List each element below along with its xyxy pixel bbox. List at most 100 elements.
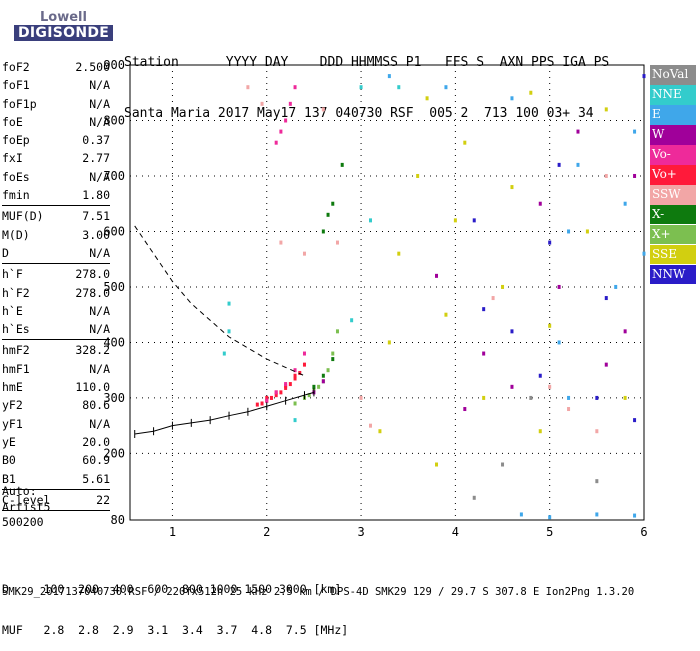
param-value: N/A	[89, 322, 110, 337]
auto-label: Auto:	[2, 484, 37, 498]
data-point-sse	[453, 218, 457, 223]
data-point-e	[557, 340, 561, 345]
data-point-xplus	[307, 393, 311, 398]
data-point-vominus	[293, 368, 297, 373]
param-row: hmE 110.0	[2, 378, 110, 396]
data-point-e	[387, 74, 391, 79]
distance-row: D 100 200 400 600 800 1000 1500 3000 [km…	[2, 582, 342, 596]
data-point-sse	[510, 185, 514, 190]
param-value: 60.9	[82, 453, 110, 468]
data-point-sse	[501, 284, 505, 289]
data-point-nne	[359, 85, 363, 90]
param-value: 278.0	[75, 285, 110, 300]
data-point-ssw	[595, 429, 599, 434]
data-point-vominus	[274, 390, 278, 395]
param-label: h`Es	[2, 322, 30, 337]
station-header: Station YYYY DAY DDD HHMMSS P1 FFS S AXN…	[124, 20, 609, 139]
y-tick-label: 200	[103, 446, 125, 460]
data-point-noval	[529, 395, 533, 400]
data-point-xminus	[340, 162, 344, 167]
legend-item-nne: NNE	[650, 84, 696, 105]
param-label: foF1	[2, 78, 30, 93]
data-point-sse	[548, 323, 552, 328]
lowell-digisonde-logo: Lowell DIGISONDE	[4, 8, 114, 48]
param-separator	[2, 339, 110, 341]
param-row: foF1p N/A	[2, 95, 110, 113]
data-point-xplus	[293, 401, 297, 406]
data-point-e	[623, 201, 627, 206]
data-point-voplus	[293, 376, 297, 381]
param-value: 2.500	[75, 60, 110, 74]
data-point-xplus	[326, 368, 330, 373]
y-tick-label: 300	[103, 391, 125, 405]
data-point-vominus	[302, 351, 306, 356]
param-row: foE N/A	[2, 113, 110, 131]
data-point-nne	[227, 329, 231, 334]
data-point-voplus	[260, 401, 264, 406]
param-label: hmF1	[2, 361, 30, 376]
data-point-vominus	[265, 398, 269, 403]
param-value: 1.80	[82, 188, 110, 203]
data-point-e	[567, 395, 571, 400]
data-point-e	[567, 229, 571, 234]
param-row: h`E N/A	[2, 302, 110, 320]
scaled-parameters-panel: foF2 2.500 foF1 N/A foF1p N/A foE N/A foEp 0.37 fx…	[2, 58, 110, 512]
param-value: 2.77	[82, 151, 110, 166]
data-point-e	[576, 162, 580, 167]
param-row: foEs N/A	[2, 168, 110, 186]
data-point-sse	[435, 462, 439, 467]
param-label: h`F	[2, 267, 23, 282]
data-point-e	[642, 251, 646, 256]
data-point-e	[633, 129, 637, 134]
legend-item-w: W	[650, 124, 696, 145]
param-value: N/A	[89, 245, 110, 260]
param-value: 20.0	[82, 434, 110, 449]
x-tick-label: 1	[169, 525, 176, 539]
data-point-xminus	[331, 201, 335, 206]
data-point-voplus	[302, 362, 306, 367]
y-tick-label: 80	[111, 513, 125, 527]
x-tick-label: 3	[357, 525, 364, 539]
param-value: N/A	[89, 114, 110, 129]
y-tick-label: 500	[103, 280, 125, 294]
param-value: N/A	[89, 78, 110, 93]
header-labels: Station YYYY DAY DDD HHMMSS P1 FFS S AXN…	[124, 55, 610, 70]
autoscaling-info: Auto: Artist5 500200	[2, 484, 50, 531]
data-point-ssw	[260, 101, 264, 106]
param-value: 5.61	[82, 471, 110, 486]
y-tick-label: 700	[103, 169, 125, 183]
data-point-nnw	[482, 307, 486, 312]
data-point-voplus	[279, 390, 283, 395]
legend-item-noval: NoVal	[650, 65, 696, 85]
data-point-xminus	[321, 373, 325, 378]
data-point-w	[557, 284, 561, 289]
param-value: 328.2	[75, 343, 110, 358]
logo-digisonde-text: DIGISONDE	[14, 25, 114, 41]
auto-version: 500200	[2, 515, 44, 529]
data-point-e	[444, 85, 448, 90]
param-label: foF1p	[2, 96, 37, 111]
data-point-noval	[501, 462, 505, 467]
param-row: C-level 22	[2, 491, 110, 509]
param-label: foE	[2, 114, 23, 129]
param-label: hmE	[2, 380, 23, 395]
data-point-w	[435, 273, 439, 278]
data-point-sse	[529, 90, 533, 95]
y-tick-label: 400	[103, 335, 125, 349]
data-point-sse	[604, 107, 608, 112]
param-value: 0.37	[82, 133, 110, 148]
param-row: fxI 2.77	[2, 149, 110, 167]
param-label: foF2	[2, 60, 30, 74]
data-point-vominus	[274, 140, 278, 145]
x-tick-label: 5	[546, 525, 553, 539]
data-point-nne	[397, 85, 401, 90]
logo-lowell-text: Lowell	[40, 10, 87, 25]
param-label: MUF(D)	[2, 209, 44, 224]
data-point-voplus	[274, 393, 278, 398]
param-row: h`Es N/A	[2, 320, 110, 338]
data-point-nne	[368, 218, 372, 223]
data-point-noval	[472, 495, 476, 500]
muf-table: D 100 200 400 600 800 1000 1500 3000 [km…	[2, 556, 348, 651]
param-value: 80.6	[82, 398, 110, 413]
data-point-w	[538, 201, 542, 206]
